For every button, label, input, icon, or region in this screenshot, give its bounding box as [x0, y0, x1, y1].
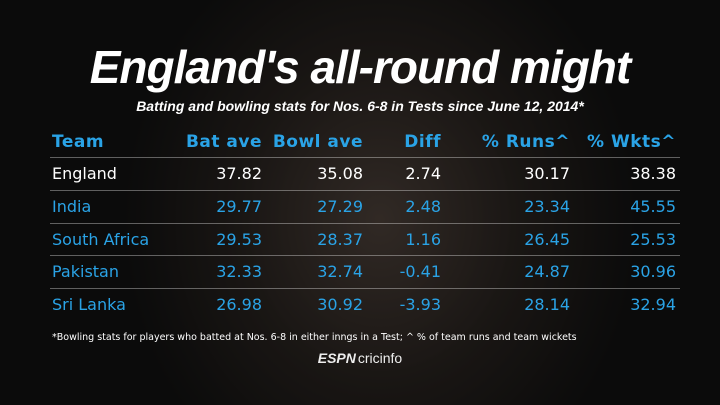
- stat-value: 30.96: [630, 262, 676, 281]
- stat-value: 30.17: [524, 164, 570, 183]
- stat-value: 45.55: [630, 197, 676, 216]
- row-separator: [50, 223, 680, 224]
- stat-value: 1.16: [405, 230, 441, 249]
- row-separator: [50, 255, 680, 256]
- stat-value: 32.33: [216, 262, 262, 281]
- stat-value: 29.53: [216, 230, 262, 249]
- column-header: % Wkts^: [587, 132, 676, 152]
- stat-value: 37.82: [216, 164, 262, 183]
- row-separator: [50, 157, 680, 158]
- row-separator: [50, 288, 680, 289]
- stat-value: 32.94: [630, 295, 676, 314]
- column-header: Bowl ave: [272, 132, 363, 152]
- team-name: India: [52, 197, 92, 216]
- stat-value: 23.34: [524, 197, 570, 216]
- stat-value: 24.87: [524, 262, 570, 281]
- stat-value: 28.14: [524, 295, 570, 314]
- title: England's all-round might: [89, 41, 631, 93]
- column-header: Team: [52, 132, 105, 152]
- stat-value: 32.74: [317, 262, 363, 281]
- logo-site: cricinfo: [357, 350, 403, 366]
- team-name: Sri Lanka: [52, 295, 126, 314]
- logo: ESPN cricinfo: [0, 350, 720, 366]
- column-header: % Runs^: [481, 132, 570, 152]
- stat-value: 2.48: [405, 197, 441, 216]
- stat-value: 38.38: [630, 164, 676, 183]
- team-name: Pakistan: [52, 262, 119, 281]
- stat-value: 26.98: [216, 295, 262, 314]
- stat-value: 30.92: [317, 295, 363, 314]
- subtitle: Batting and bowling stats for Nos. 6-8 i…: [136, 98, 584, 114]
- stat-value: 25.53: [630, 230, 676, 249]
- stat-value: 27.29: [317, 197, 363, 216]
- team-name: South Africa: [52, 230, 150, 249]
- stat-value: 26.45: [524, 230, 570, 249]
- stat-value: -0.41: [399, 262, 441, 281]
- row-separator: [50, 190, 680, 191]
- stat-value: 35.08: [317, 164, 363, 183]
- column-header: Diff: [404, 132, 441, 152]
- team-name: England: [52, 164, 117, 183]
- stat-value: 29.77: [216, 197, 262, 216]
- stat-value: 2.74: [405, 164, 441, 183]
- stat-value: -3.93: [399, 295, 441, 314]
- logo-brand: ESPN: [317, 350, 356, 366]
- stat-value: 28.37: [317, 230, 363, 249]
- footnote: *Bowling stats for players who batted at…: [52, 332, 577, 343]
- column-header: Bat ave: [185, 132, 262, 152]
